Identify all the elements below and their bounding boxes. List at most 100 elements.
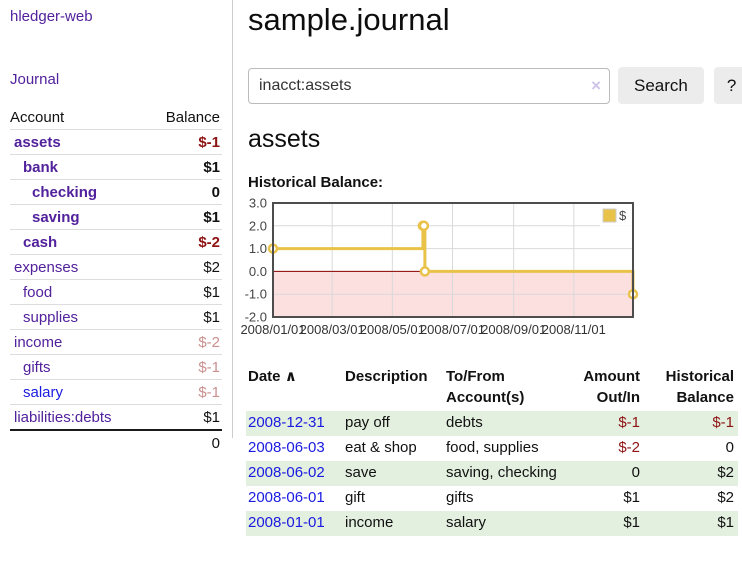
sidebar-account-row: food $1 [10, 279, 222, 304]
account-balance: $1 [203, 408, 220, 426]
account-balance: $1 [203, 158, 220, 176]
legend-label: $ [619, 208, 627, 223]
data-point-marker [419, 266, 431, 277]
clear-search-icon[interactable]: × [591, 75, 601, 95]
balance-column-header: Balance [165, 108, 220, 126]
sidebar-account-row: cash $-2 [10, 229, 222, 254]
date-cell: 2008-12-31 [246, 411, 343, 436]
x-tick-label: 2008/11/01 [542, 322, 606, 337]
historical-balance-chart: 3.0 2.0 1.0 0.0 -1.0 -2.0 2008/01/01 2008/03/01… [240, 195, 742, 342]
data-point-marker [418, 220, 430, 232]
balance-column-header: Historical Balance [665, 368, 734, 406]
balance-cell: $2 [717, 489, 734, 506]
balance-cell: $1 [717, 514, 734, 531]
sidebar-item-journal[interactable]: Journal [10, 71, 60, 88]
y-tick-label: -2.0 [245, 310, 267, 325]
sidebar-account-link[interactable]: food [23, 283, 53, 301]
y-tick-label: 0.0 [249, 264, 267, 279]
date-column-header[interactable]: Date ∧ [248, 368, 297, 385]
accounts-cell: debts [446, 414, 483, 431]
amount-cell: 0 [631, 464, 640, 481]
sidebar-account-link[interactable]: salary [23, 383, 64, 401]
account-balance: 0 [211, 183, 220, 201]
main-content: sample.journal × Search ? assets Histori… [240, 0, 742, 536]
balance-cell: $-1 [712, 414, 734, 431]
x-tick-label: 2008/07/01 [420, 322, 485, 337]
account-balance: $-1 [198, 383, 220, 401]
search-input[interactable] [248, 67, 610, 104]
sort-ascending-icon: ∧ [284, 368, 297, 385]
account-balance: $-1 [198, 358, 220, 376]
sidebar-account-link[interactable]: checking [32, 183, 98, 201]
transaction-date-link[interactable]: 2008-06-03 [248, 439, 325, 456]
sidebar-total-balance: 0 [211, 434, 220, 452]
x-tick-label: 2008/03/01 [300, 322, 365, 337]
sidebar-account-row: supplies $1 [10, 304, 222, 329]
sidebar-account-row: assets $-1 [10, 129, 222, 154]
x-tick-label: 2008/01/01 [240, 322, 305, 337]
register-row: 2008-12-31 pay off debts $-1 $-1 [246, 411, 738, 436]
accounts-cell: saving, checking [446, 464, 557, 481]
accounts-table-header: Account Balance [10, 105, 222, 129]
date-cell: 2008-06-03 [246, 436, 343, 461]
account-balance: $1 [203, 283, 220, 301]
account-balance: $-1 [198, 133, 220, 151]
account-balance: $-2 [198, 233, 220, 251]
date-cell: 2008-01-01 [246, 511, 343, 536]
legend-swatch [602, 208, 617, 223]
balance-chart-svg: 3.0 2.0 1.0 0.0 -1.0 -2.02008/01/012008/03/01… [240, 196, 639, 337]
sidebar-account-link[interactable]: income [14, 333, 63, 351]
account-balance: $1 [203, 308, 220, 326]
register-row: 2008-06-01 gift gifts $1 $2 [246, 486, 738, 511]
plot-border [272, 202, 634, 318]
page-title: sample.journal [248, 2, 450, 37]
register-row: 2008-06-02 save saving, checking 0 $2 [246, 461, 738, 486]
date-cell: 2008-06-02 [246, 461, 343, 486]
transaction-date-link[interactable]: 2008-12-31 [248, 414, 325, 431]
account-balance: $-2 [198, 333, 220, 351]
sidebar-account-link[interactable]: cash [23, 233, 58, 251]
sidebar-account-link[interactable]: supplies [23, 308, 79, 326]
y-tick-label: -1.0 [245, 287, 267, 302]
description-cell: save [345, 464, 377, 481]
sidebar-total-row: 0 [10, 429, 222, 455]
x-tick-label: 2008/05/01 [360, 322, 425, 337]
date-cell: 2008-06-01 [246, 486, 343, 511]
sidebar-account-row: expenses $2 [10, 254, 222, 279]
sidebar-account-row: gifts $-1 [10, 354, 222, 379]
transaction-date-link[interactable]: 2008-06-01 [248, 489, 325, 506]
register-row: 2008-01-01 income salary $1 $1 [246, 511, 738, 536]
account-balance: $1 [203, 208, 220, 226]
sidebar-account-link[interactable]: liabilities:debts [14, 408, 112, 426]
register-header-row: Date ∧ Description To/From Account(s) Amo… [246, 364, 738, 411]
account-heading: assets [248, 125, 321, 153]
sidebar-account-link[interactable]: saving [32, 208, 80, 226]
sidebar-account-link[interactable]: bank [23, 158, 59, 176]
y-tick-label: 1.0 [249, 241, 267, 256]
help-button[interactable]: ? [713, 67, 742, 104]
balance-cell: 0 [725, 439, 734, 456]
description-cell: gift [345, 489, 366, 506]
register-row: 2008-06-03 eat & shop food, supplies $-2 0 [246, 436, 738, 461]
accounts-column-header: To/From Account(s) [446, 368, 525, 406]
sidebar-account-row: liabilities:debts $1 [10, 404, 222, 429]
sidebar-account-row: income $-2 [10, 329, 222, 354]
brand-link[interactable]: hledger-web [10, 8, 93, 25]
sidebar-account-link[interactable]: assets [14, 133, 61, 151]
amount-cell: $1 [623, 514, 640, 531]
sidebar-account-link[interactable]: expenses [14, 258, 79, 276]
sidebar-account-row: checking 0 [10, 179, 222, 204]
description-cell: income [345, 514, 394, 531]
accounts-table: Account Balance assets $-1 bank $1 checking 0… [10, 105, 222, 455]
search-button[interactable]: Search [618, 67, 704, 104]
transaction-date-link[interactable]: 2008-01-01 [248, 514, 325, 531]
account-column-header: Account [10, 108, 65, 126]
x-tick-label: 2008/09/01 [481, 322, 546, 337]
register-table: Date ∧ Description To/From Account(s) Amo… [246, 364, 738, 536]
accounts-cell: gifts [446, 489, 474, 506]
transaction-date-link[interactable]: 2008-06-02 [248, 464, 325, 481]
sidebar-account-link[interactable]: gifts [23, 358, 51, 376]
description-cell: pay off [345, 414, 390, 431]
amount-cell: $1 [623, 489, 640, 506]
search-form: × Search ? [248, 67, 742, 104]
